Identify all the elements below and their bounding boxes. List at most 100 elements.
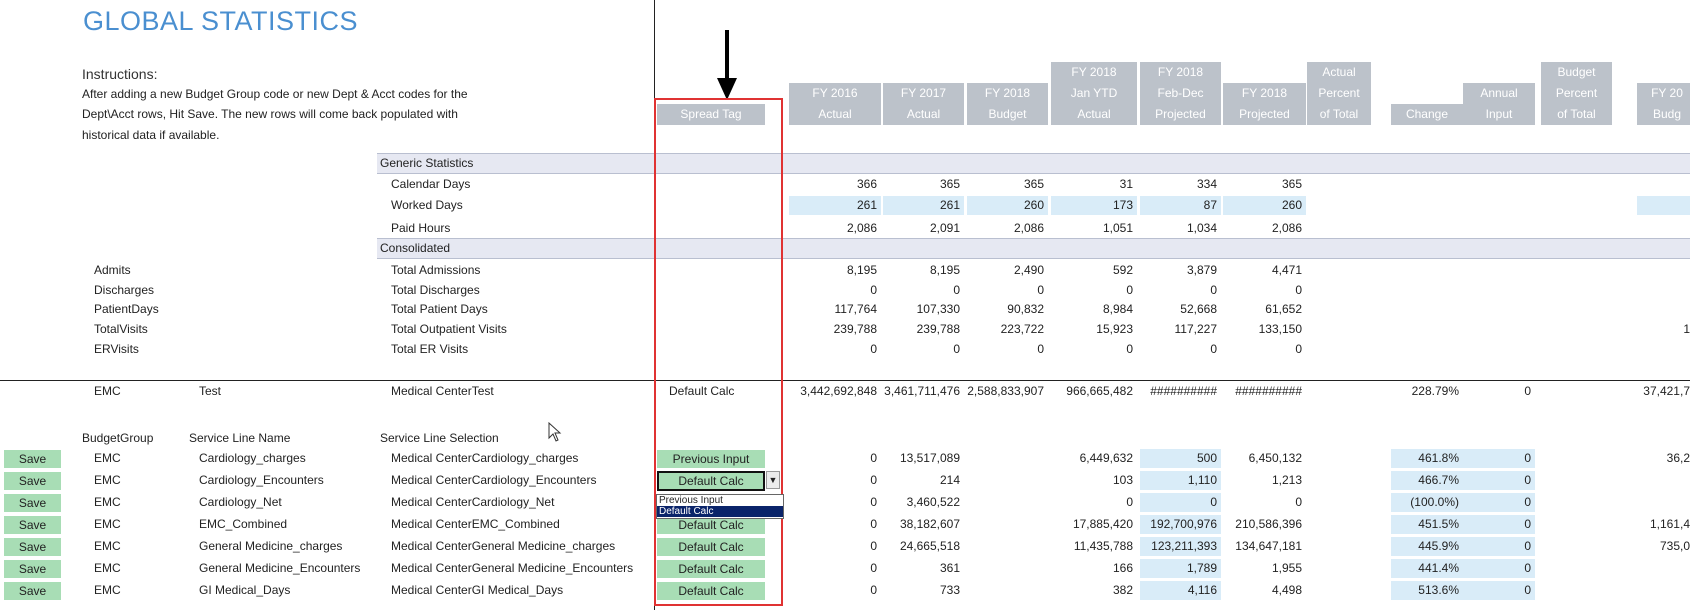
service-line-name-cell: GI Medical_Days xyxy=(199,583,291,597)
fy2018-projected-cell: 1,955 xyxy=(1271,561,1302,575)
spread-tag-select-value: Default Calc xyxy=(678,474,744,488)
input-cell-bg xyxy=(1140,493,1221,512)
statistic-value[interactable]: 87 xyxy=(1203,198,1217,212)
consolidated-code: Admits xyxy=(94,263,131,277)
feb-dec-projected-cell[interactable]: 500 xyxy=(1196,451,1217,465)
column-header: FY 2018 Jan YTD Actual xyxy=(1051,62,1137,125)
statistic-value[interactable]: 261 xyxy=(939,198,960,212)
consolidated-label: Total Outpatient Visits xyxy=(391,322,507,336)
statistic-value: 365 xyxy=(939,177,960,191)
jan-ytd-actual-cell: 11,435,788 xyxy=(1073,539,1133,553)
consolidated-code: Discharges xyxy=(94,283,155,297)
fy-budget-cell: 36,2 xyxy=(1666,451,1690,465)
input-cell-bg xyxy=(967,196,1048,215)
fy-budget-cell: 1,161,4 xyxy=(1649,517,1690,531)
feb-dec-projected-cell[interactable]: 1,789 xyxy=(1186,561,1217,575)
feb-dec-projected-cell[interactable]: 123,211,393 xyxy=(1151,539,1217,553)
input-cell-bg xyxy=(1140,581,1221,600)
consolidated-label: Total ER Visits xyxy=(391,342,469,356)
feb-dec-projected-cell[interactable]: 0 xyxy=(1210,495,1217,509)
summary-value: 3,442,692,848 xyxy=(800,384,877,398)
input-cell-bg xyxy=(1391,493,1463,512)
instructions-line-1: After adding a new Budget Group code or … xyxy=(82,87,468,101)
consolidated-value: 0 xyxy=(870,342,877,356)
column-header-line: FY 2016 xyxy=(812,86,858,100)
save-button[interactable]: Save xyxy=(4,494,61,512)
spread-tag-cell[interactable]: Previous Input xyxy=(657,450,765,468)
chevron-down-icon[interactable]: ▼ xyxy=(766,471,780,489)
save-button[interactable]: Save xyxy=(4,560,61,578)
service-line-selection-cell: Medical CenterGeneral Medicine_charges xyxy=(391,539,616,553)
service-line-name-cell: Cardiology_Encounters xyxy=(199,473,324,487)
spread-tag-cell[interactable]: Default Calc xyxy=(657,538,765,556)
spread-tag-cell[interactable]: Default Calc xyxy=(657,582,765,600)
annual-input-cell[interactable]: 0 xyxy=(1524,561,1531,575)
spread-tag-dropdown-list[interactable]: Previous Input Default Calc xyxy=(656,494,784,519)
dropdown-option-previous-input[interactable]: Previous Input xyxy=(659,495,723,506)
input-cell-bg xyxy=(1391,537,1463,556)
service-line-name-cell: EMC_Combined xyxy=(199,517,288,531)
statistic-value[interactable]: 260 xyxy=(1023,198,1044,212)
column-header-line: FY 2018 xyxy=(1071,65,1117,79)
spread-tag-highlight xyxy=(654,98,783,606)
save-button[interactable]: Save xyxy=(4,516,61,534)
column-header-line: Change xyxy=(1405,107,1449,121)
statistic-value[interactable]: 261 xyxy=(856,198,877,212)
change-cell[interactable]: 445.9% xyxy=(1418,539,1459,553)
column-header-line: Budget xyxy=(988,107,1027,121)
annual-input-cell[interactable]: 0 xyxy=(1524,473,1531,487)
summary-name: Test xyxy=(199,384,222,398)
fy2017-actual-cell: 214 xyxy=(939,473,960,487)
annual-input-cell[interactable]: 0 xyxy=(1524,451,1531,465)
consolidated-value: 2,490 xyxy=(1013,263,1044,277)
save-button[interactable]: Save xyxy=(4,450,61,468)
instructions-heading: Instructions: xyxy=(82,66,158,82)
statistic-value[interactable]: 173 xyxy=(1112,198,1133,212)
consolidated-value: 0 xyxy=(1210,342,1217,356)
dropdown-option-default-calc[interactable]: Default Calc xyxy=(657,506,783,517)
spread-tag-select[interactable]: Default Calc xyxy=(657,471,765,491)
consolidated-value: 15,923 xyxy=(1096,322,1133,336)
save-button[interactable]: Save xyxy=(4,582,61,600)
change-cell[interactable]: 513.6% xyxy=(1418,583,1459,597)
summary-input: 0 xyxy=(1524,384,1531,398)
consolidated-value: 117,227 xyxy=(1174,322,1218,336)
section-consolidated: Consolidated xyxy=(377,238,1690,259)
statistic-value[interactable]: 260 xyxy=(1281,198,1302,212)
change-cell[interactable]: 466.7% xyxy=(1418,473,1459,487)
input-cell-bg xyxy=(1391,559,1463,578)
change-cell[interactable]: (100.0%) xyxy=(1410,495,1459,509)
save-button[interactable]: Save xyxy=(4,472,61,490)
consolidated-value: 0 xyxy=(1210,283,1217,297)
jan-ytd-actual-cell: 0 xyxy=(1126,495,1133,509)
statistic-value: 2,091 xyxy=(929,221,960,235)
consolidated-label: Total Admissions xyxy=(391,263,481,277)
consolidated-value: 90,832 xyxy=(1007,302,1044,316)
save-button[interactable]: Save xyxy=(4,538,61,556)
input-cell-bg xyxy=(1391,581,1463,600)
section-label: Generic Statistics xyxy=(380,156,474,170)
statistic-value: 366 xyxy=(856,177,877,191)
spread-tag-cell[interactable]: Default Calc xyxy=(657,516,765,534)
annual-input-cell[interactable]: 0 xyxy=(1524,517,1531,531)
consolidated-code: ERVisits xyxy=(94,342,139,356)
spread-tag-cell[interactable]: Default Calc xyxy=(657,560,765,578)
jan-ytd-actual-cell: 166 xyxy=(1112,561,1133,575)
annual-input-cell[interactable]: 0 xyxy=(1524,495,1531,509)
consolidated-value: 3,879 xyxy=(1186,263,1217,277)
change-cell[interactable]: 441.4% xyxy=(1418,561,1459,575)
feb-dec-projected-cell[interactable]: 192,700,976 xyxy=(1150,517,1217,531)
annual-input-cell[interactable]: 0 xyxy=(1524,539,1531,553)
column-header: FY 2016 Actual xyxy=(789,83,881,125)
feb-dec-projected-cell[interactable]: 4,116 xyxy=(1187,583,1217,597)
consolidated-value: 0 xyxy=(953,342,960,356)
change-cell[interactable]: 451.5% xyxy=(1418,517,1459,531)
input-cell-bg xyxy=(1391,471,1463,490)
feb-dec-projected-cell[interactable]: 1,110 xyxy=(1187,473,1217,487)
arrow-down-icon xyxy=(717,30,737,100)
service-line-selection-cell: Medical CenterGI Medical_Days xyxy=(391,583,564,597)
summary-budget: 37,421,7 xyxy=(1643,384,1690,398)
column-header-line: Input xyxy=(1485,107,1513,121)
annual-input-cell[interactable]: 0 xyxy=(1524,583,1531,597)
change-cell[interactable]: 461.8% xyxy=(1418,451,1459,465)
